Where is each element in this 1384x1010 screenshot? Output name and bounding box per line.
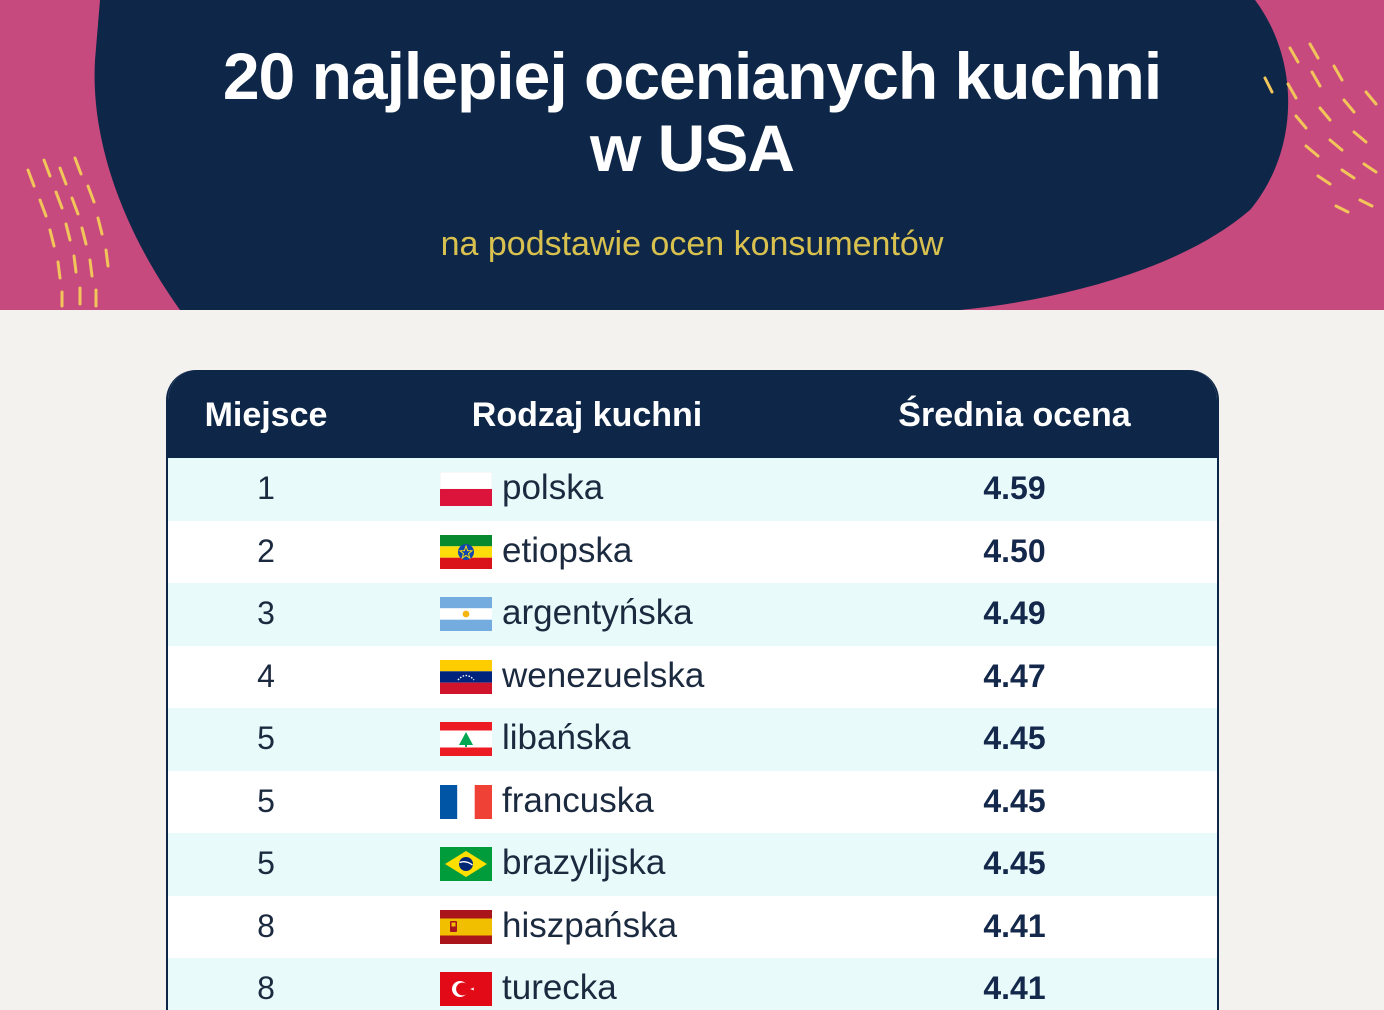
rank-cell: 1 [257, 470, 275, 506]
column-header-rank: Miejsce [204, 396, 328, 434]
ethiopia-flag-icon [440, 534, 492, 569]
france-flag-icon [440, 784, 492, 819]
ranking-table: Miejsce Rodzaj kuchni Średnia ocena 1 pol… [166, 370, 1219, 1010]
table-row: 8 hiszpańska 4.41 [168, 895, 1217, 958]
cuisine-cell: etiopska [502, 530, 633, 570]
table-row: 2 etiopska 4.50 [168, 520, 1217, 583]
navy-blob-shape [94, 0, 1289, 310]
argentina-flag-icon [440, 597, 492, 631]
score-cell: 4.45 [983, 782, 1046, 819]
table-row: 5 brazylijska 4.45 [168, 833, 1217, 896]
rank-cell: 8 [257, 907, 275, 944]
rank-cell: 5 [257, 720, 275, 756]
table-row: 4 wenezuelska 4.47 [168, 645, 1217, 708]
score-cell: 4.59 [983, 470, 1046, 506]
cuisine-cell: hiszpańska [502, 905, 678, 945]
table-row: 5 francuska 4.45 [168, 770, 1217, 833]
score-cell: 4.45 [983, 845, 1046, 881]
table-row: 5 libańska 4.45 [168, 708, 1217, 771]
lebanon-flag-icon [440, 722, 492, 756]
column-header-score: Średnia ocena [898, 396, 1131, 434]
poland-flag-icon [439, 471, 493, 506]
score-cell: 4.49 [983, 595, 1046, 631]
header-background [26, 0, 1378, 310]
rank-cell: 4 [257, 657, 275, 694]
rank-cell: 8 [257, 970, 275, 1006]
left-dash-pattern [26, 156, 110, 308]
cuisine-cell: libańska [502, 718, 631, 757]
spain-flag-icon [440, 909, 492, 944]
cuisine-cell: wenezuelska [502, 655, 705, 695]
score-cell: 4.41 [983, 907, 1046, 944]
cuisine-cell: polska [502, 468, 604, 507]
page-subtitle: na podstawie ocen konsumentów [440, 225, 944, 263]
rank-cell: 3 [257, 595, 275, 631]
column-header-cuisine: Rodzaj kuchni [471, 396, 703, 434]
header-banner: 20 najlepiej ocenianych kuchni w USA na … [0, 0, 1384, 310]
title-line-1: 20 najlepiej ocenianych kuchni [222, 39, 1162, 113]
right-dash-pattern [1263, 42, 1378, 214]
score-cell: 4.50 [983, 532, 1046, 569]
table-row: 1 polska 4.59 [168, 458, 1217, 521]
venezuela-flag-icon [440, 659, 492, 694]
cuisine-cell: turecka [502, 968, 617, 1007]
page-title: 20 najlepiej ocenianych kuchni w USA [0, 40, 1384, 184]
score-cell: 4.47 [983, 657, 1046, 694]
turkey-flag-icon [440, 972, 492, 1006]
brazil-flag-icon [440, 847, 492, 881]
score-cell: 4.41 [983, 970, 1046, 1006]
title-line-2: w USA [589, 111, 795, 185]
cuisine-cell: francuska [502, 780, 654, 820]
rank-cell: 5 [257, 845, 275, 881]
table-row: 8 turecka 4.41 [168, 958, 1217, 1010]
rank-cell: 2 [257, 532, 275, 569]
table-body: 1 polska 4.59 2 etiopska 4.50 3 argentyńska 4.49… [168, 458, 1217, 1010]
rank-cell: 5 [257, 782, 275, 819]
score-cell: 4.45 [983, 720, 1046, 756]
table-row: 3 argentyńska 4.49 [168, 583, 1217, 646]
cuisine-cell: brazylijska [502, 843, 666, 882]
table-header: Miejsce Rodzaj kuchni Średnia ocena [168, 370, 1217, 458]
cuisine-cell: argentyńska [502, 593, 693, 632]
